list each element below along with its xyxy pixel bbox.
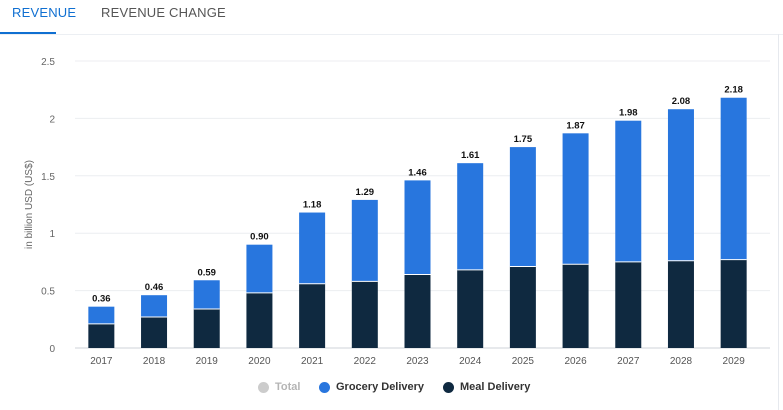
- data-label-total: 1.61: [461, 150, 480, 161]
- data-label-total: 0.90: [250, 232, 269, 243]
- bar-meal-delivery: [562, 264, 589, 348]
- y-tick-label: 1: [49, 229, 55, 240]
- x-tick-label: 2025: [512, 356, 535, 367]
- data-label-total: 2.08: [672, 96, 691, 107]
- bar-grocery-delivery: [404, 180, 431, 275]
- bar-grocery-delivery: [193, 280, 220, 309]
- data-label-total: 1.75: [514, 134, 533, 145]
- data-label-total: 0.36: [92, 294, 111, 305]
- bar-grocery-delivery: [88, 306, 115, 324]
- legend-dot-grocery: [319, 381, 330, 393]
- legend-label-total: Total: [275, 381, 301, 393]
- x-tick-label: 2023: [406, 356, 429, 367]
- data-label-total: 1.98: [619, 108, 638, 119]
- x-tick-label: 2020: [248, 356, 271, 367]
- legend-dot-total: [258, 381, 269, 393]
- tab-revenue[interactable]: REVENUE: [12, 5, 77, 20]
- bar-meal-delivery: [246, 292, 273, 348]
- bar-grocery-delivery: [509, 147, 536, 267]
- y-tick-label: 0.5: [41, 287, 55, 298]
- y-tick-label: 1.5: [41, 172, 55, 183]
- data-label-total: 0.46: [145, 282, 164, 293]
- bar-meal-delivery: [351, 281, 378, 348]
- x-tick-label: 2019: [196, 356, 219, 367]
- bar-grocery-delivery: [720, 97, 747, 260]
- x-tick-label: 2024: [459, 356, 482, 367]
- bar-grocery-delivery: [246, 244, 273, 293]
- y-tick-label: 2: [49, 114, 55, 125]
- x-tick-label: 2027: [617, 356, 640, 367]
- x-tick-label: 2022: [354, 356, 377, 367]
- data-label-total: 1.29: [356, 187, 375, 198]
- bar-grocery-delivery: [667, 109, 694, 261]
- bar-grocery-delivery: [457, 163, 484, 270]
- legend-item-meal[interactable]: Meal Delivery: [443, 381, 530, 393]
- y-axis-label: in billion USD (US$): [24, 160, 35, 249]
- bar-grocery-delivery: [351, 199, 378, 282]
- bar-meal-delivery: [457, 269, 484, 348]
- data-label-total: 1.46: [408, 167, 427, 178]
- legend-label-grocery: Grocery Delivery: [336, 381, 425, 393]
- bar-meal-delivery: [720, 259, 747, 348]
- chart-legend: Total Grocery Delivery Meal Delivery: [0, 381, 783, 397]
- bar-meal-delivery: [509, 266, 536, 348]
- bar-grocery-delivery: [615, 120, 642, 262]
- panel-border: [778, 34, 779, 410]
- bar-meal-delivery: [88, 323, 115, 348]
- bar-grocery-delivery: [141, 295, 168, 318]
- tab-revenue-change[interactable]: REVENUE CHANGE: [101, 5, 226, 20]
- legend-item-grocery[interactable]: Grocery Delivery: [319, 381, 424, 393]
- x-tick-label: 2029: [723, 356, 746, 367]
- tab-bar: REVENUE REVENUE CHANGE: [0, 0, 783, 34]
- bar-meal-delivery: [141, 317, 168, 348]
- data-label-total: 1.18: [303, 200, 322, 211]
- bar-meal-delivery: [615, 261, 642, 348]
- bar-meal-delivery: [404, 274, 431, 348]
- bar-meal-delivery: [193, 308, 220, 348]
- y-tick-label: 2.5: [41, 57, 55, 68]
- x-tick-label: 2028: [670, 356, 693, 367]
- bar-grocery-delivery: [562, 133, 589, 265]
- bar-grocery-delivery: [299, 212, 326, 284]
- bar-meal-delivery: [667, 260, 694, 348]
- data-label-total: 2.18: [724, 85, 743, 96]
- legend-label-meal: Meal Delivery: [460, 381, 531, 393]
- data-label-total: 1.87: [566, 120, 585, 131]
- y-tick-label: 0: [49, 344, 55, 355]
- legend-item-total[interactable]: Total: [258, 381, 300, 393]
- x-tick-label: 2026: [564, 356, 587, 367]
- x-tick-label: 2021: [301, 356, 324, 367]
- x-tick-label: 2017: [90, 356, 113, 367]
- active-tab-indicator: [0, 32, 56, 34]
- data-label-total: 0.59: [197, 267, 216, 278]
- tab-divider: [0, 34, 783, 35]
- legend-dot-meal: [443, 381, 454, 393]
- x-tick-label: 2018: [143, 356, 166, 367]
- bar-meal-delivery: [299, 283, 326, 348]
